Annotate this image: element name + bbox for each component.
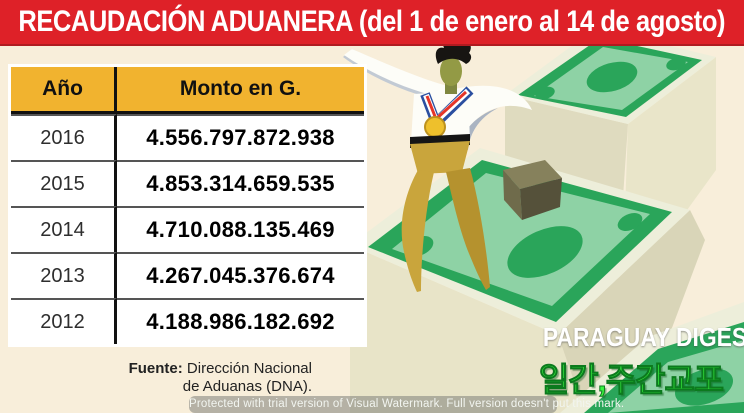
table-cell-year: 2014 <box>11 206 117 252</box>
table-header-year: Año <box>11 67 117 114</box>
page-title: RECAUDACIÓN ADUANERA (del 1 de enero al … <box>18 5 726 38</box>
revenue-table: Año Monto en G. 2016 4.556.797.872.938 2… <box>8 64 367 347</box>
table-header-amount: Monto en G. <box>117 67 364 114</box>
table-cell-amount: 4.853.314.659.535 <box>117 160 364 206</box>
table-cell-year: 2016 <box>11 114 117 160</box>
source-label: Fuente: <box>128 360 183 377</box>
title-banner: RECAUDACIÓN ADUANERA (del 1 de enero al … <box>0 0 744 46</box>
table-cell-year: 2012 <box>11 298 117 344</box>
source-line2: de Aduanas (DNA). <box>182 378 312 395</box>
money-step-lower <box>560 302 744 413</box>
trial-watermark: Protected with trial version of Visual W… <box>189 396 624 413</box>
table-cell-amount: 4.556.797.872.938 <box>117 114 364 160</box>
table-cell-year: 2013 <box>11 252 117 298</box>
money-staircase-illustration <box>0 44 744 413</box>
source-line1: Dirección Nacional <box>182 360 312 377</box>
table-cell-amount: 4.267.045.376.674 <box>117 252 364 298</box>
source-note: Fuente: Dirección Nacional de Aduanas (D… <box>40 360 312 396</box>
table-cell-year: 2015 <box>11 160 117 206</box>
briefcase-icon <box>503 160 562 220</box>
paraguay-digest-watermark: PARAGUAY DIGEST <box>542 322 744 352</box>
table-cell-amount: 4.710.088.135.469 <box>117 206 364 252</box>
climber-figure <box>343 44 532 292</box>
table-cell-amount: 4.188.986.182.692 <box>117 298 364 344</box>
korean-watermark: 일간,주간교포 <box>538 361 724 399</box>
